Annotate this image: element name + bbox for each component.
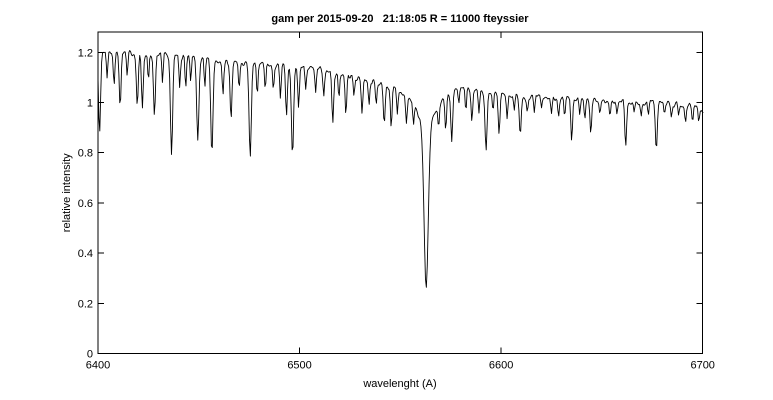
- y-axis-tick-labels: 0 0.2 0.4 0.6 0.8 1 1.2: [78, 47, 93, 360]
- x-tick-label: 6600: [489, 360, 513, 372]
- x-tick-label: 6400: [86, 360, 110, 372]
- y-tick-label: 1.2: [78, 47, 93, 59]
- x-tick-label: 6500: [287, 360, 311, 372]
- y-tick-label: 0.4: [78, 248, 93, 260]
- spectrum-line: [97, 50, 704, 288]
- chart-title: gam per 2015-09-20 21:18:05 R = 11000 ft…: [271, 13, 529, 25]
- plot-area: [97, 31, 704, 354]
- y-tick-label: 0.2: [78, 298, 93, 310]
- x-tick-label: 6700: [690, 360, 714, 372]
- y-tick-label: 1: [87, 98, 93, 110]
- y-tick-label: 0: [87, 349, 93, 361]
- y-axis-label: relative intensity: [61, 153, 73, 232]
- x-axis-label: wavelenght (A): [362, 378, 436, 390]
- y-tick-label: 0.8: [78, 148, 93, 160]
- y-tick-label: 0.6: [78, 198, 93, 210]
- axis-ticks: [97, 32, 704, 354]
- x-axis-tick-labels: 6400 6500 6600 6700: [86, 360, 715, 372]
